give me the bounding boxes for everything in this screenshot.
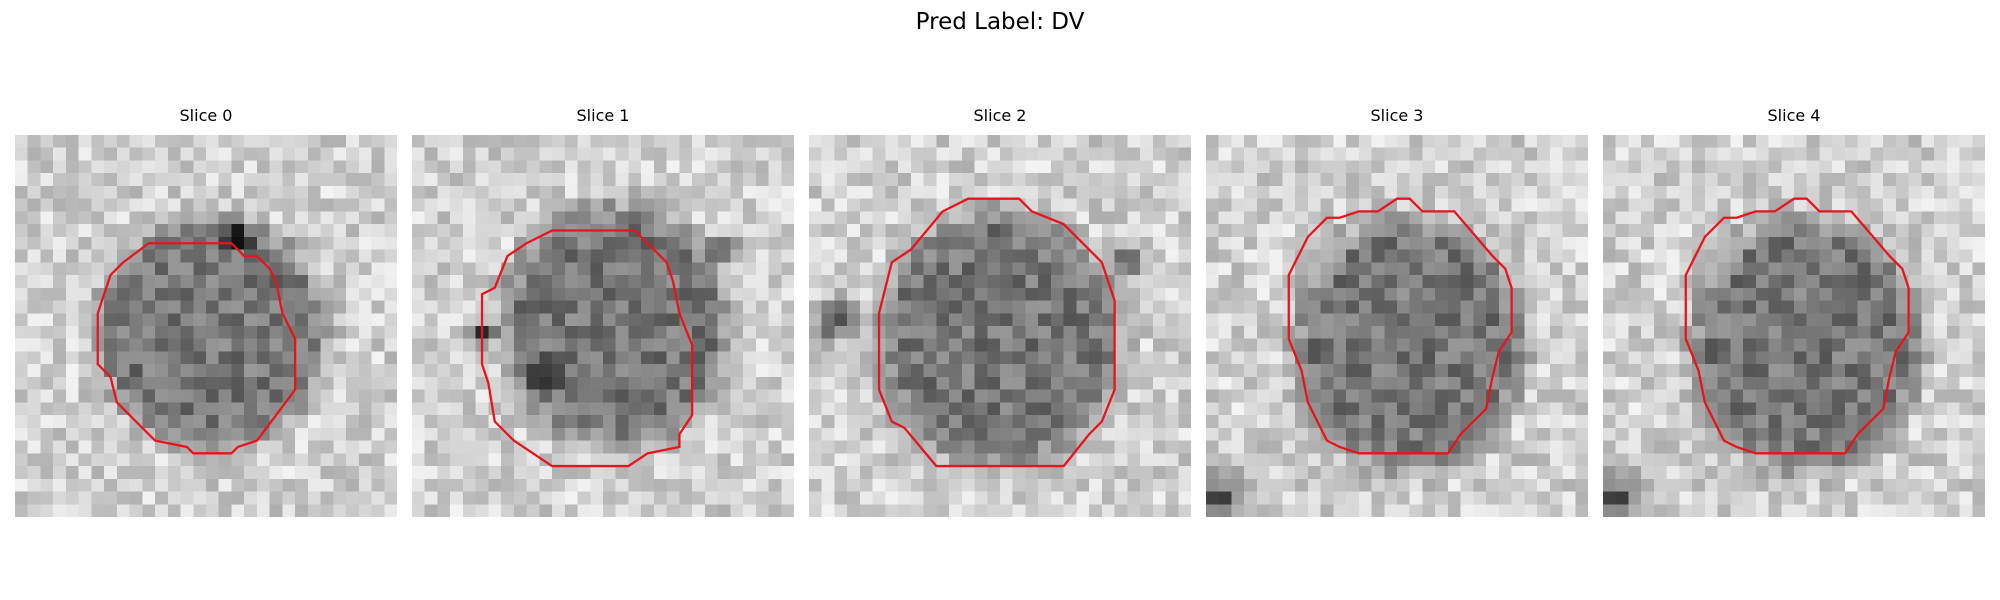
slice-title: Slice 1 (576, 106, 630, 125)
slice-image (809, 135, 1191, 517)
slice-image (15, 135, 397, 517)
slice-title: Slice 2 (973, 106, 1027, 125)
segmentation-contour (1287, 197, 1513, 455)
slice-image (1206, 135, 1588, 517)
slice-panel-3: Slice 3 (1206, 105, 1588, 517)
segmentation-contour (1684, 197, 1910, 455)
slice-panel-2: Slice 2 (809, 105, 1191, 517)
segmentation-contour (96, 242, 297, 455)
slice-title: Slice 4 (1767, 106, 1821, 125)
segmentation-contour (877, 197, 1116, 468)
slice-title: Slice 0 (179, 106, 233, 125)
figure-title: Pred Label: DV (915, 9, 1085, 35)
slice-panel-4: Slice 4 (1603, 105, 1985, 517)
slice-panel-0: Slice 0 (15, 105, 397, 517)
slice-panel-1: Slice 1 (412, 105, 794, 517)
slice-image (1603, 135, 1985, 517)
segmentation-contour (480, 229, 694, 468)
slice-image (412, 135, 794, 517)
slice-title: Slice 3 (1370, 106, 1424, 125)
